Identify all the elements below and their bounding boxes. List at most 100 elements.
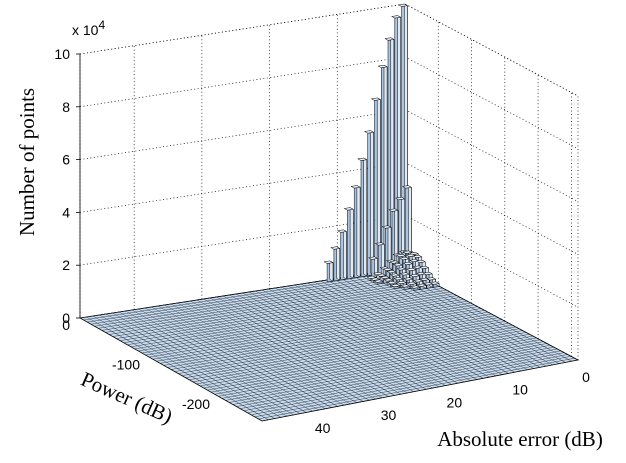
floor-grid-line bbox=[203, 330, 523, 389]
peak-bar bbox=[336, 229, 348, 281]
tick-labels: 0 2 4 6 8 10 0 -100 -200 0 10 20 30 40 bbox=[54, 46, 590, 436]
bar-top bbox=[422, 282, 434, 286]
floor-grid-line bbox=[90, 273, 416, 325]
bar-top bbox=[412, 254, 423, 258]
floor-grid-line bbox=[112, 284, 437, 337]
x-axis-label: Absolute error (dB) bbox=[437, 427, 603, 451]
floor-grid-line bbox=[214, 335, 534, 395]
bar-top bbox=[388, 208, 399, 212]
bar-top bbox=[386, 270, 397, 274]
floor-grid-line bbox=[127, 291, 451, 345]
floor-grid-line bbox=[236, 346, 554, 407]
peak-bar bbox=[330, 246, 341, 282]
z-tick-label: 8 bbox=[62, 99, 70, 115]
z-tick-label: 6 bbox=[62, 152, 70, 168]
bar-top bbox=[386, 281, 398, 285]
bar-face bbox=[343, 229, 347, 280]
floor-grid-line bbox=[160, 308, 482, 364]
bar-top bbox=[419, 265, 430, 269]
bar-top bbox=[429, 281, 440, 285]
bar-top bbox=[390, 283, 401, 288]
bar-top bbox=[389, 260, 400, 264]
y-tick-label: -200 bbox=[182, 396, 210, 412]
bar-top bbox=[406, 267, 417, 272]
bar-top bbox=[397, 3, 409, 7]
low-bar bbox=[373, 279, 384, 285]
floor-grid-line bbox=[83, 269, 409, 321]
floor-grid-line bbox=[185, 321, 506, 378]
bar-top bbox=[381, 225, 392, 229]
x-tick-label: 40 bbox=[315, 420, 331, 436]
bar-top bbox=[376, 273, 387, 277]
floor-grid-line bbox=[229, 343, 547, 403]
floor-grid-line bbox=[109, 282, 433, 335]
floor-grid-line bbox=[207, 332, 527, 391]
bar-face bbox=[363, 157, 368, 277]
z-grid-line bbox=[79, 56, 579, 150]
bar-top bbox=[363, 130, 375, 134]
floor-grid-line bbox=[149, 302, 471, 358]
floor-grid-line bbox=[94, 275, 419, 327]
bar-top bbox=[343, 207, 355, 211]
floor-grid-line bbox=[120, 288, 444, 341]
floor-grid-line bbox=[189, 323, 509, 380]
bar-top bbox=[415, 259, 427, 263]
bar-top bbox=[399, 256, 410, 261]
floor-grid-line bbox=[138, 297, 461, 352]
floor-grid-line bbox=[218, 337, 537, 397]
bar-top bbox=[409, 273, 420, 278]
floor-grid-line bbox=[178, 317, 499, 374]
bar-top bbox=[392, 263, 404, 267]
bar-top bbox=[406, 281, 417, 285]
bar-top bbox=[357, 157, 368, 161]
y-tick-label: -100 bbox=[112, 357, 140, 373]
floor-grid-line bbox=[211, 334, 530, 393]
floor-grid-line bbox=[167, 311, 489, 368]
bar-top bbox=[377, 64, 388, 68]
floor-grid-line bbox=[101, 278, 426, 331]
floor-grid-line bbox=[258, 357, 575, 420]
bar-face bbox=[336, 246, 341, 281]
peak-bar bbox=[350, 185, 361, 279]
peak-bar bbox=[363, 130, 375, 276]
bar-top bbox=[401, 185, 413, 189]
y-tick-label: 0 bbox=[62, 317, 70, 333]
bar-top bbox=[390, 15, 402, 19]
x-tick-label: 0 bbox=[582, 369, 590, 385]
bar-top bbox=[382, 267, 394, 271]
bar-top bbox=[395, 253, 407, 258]
bar-top bbox=[369, 277, 381, 281]
floor-grid-line bbox=[98, 277, 423, 329]
z-tick-label: 0 bbox=[62, 310, 70, 326]
floor-grid-line bbox=[134, 295, 457, 350]
bar-top bbox=[393, 277, 404, 281]
floor-grid-line bbox=[181, 319, 502, 376]
floor-grid-line bbox=[141, 299, 464, 354]
bar-face bbox=[349, 207, 354, 279]
x-tick-label: 20 bbox=[447, 394, 463, 410]
bar-top bbox=[374, 242, 386, 246]
z-tick-label: 4 bbox=[62, 204, 70, 220]
bar-face bbox=[356, 185, 361, 278]
z-grid-line bbox=[79, 214, 579, 308]
z-grid-line bbox=[79, 162, 579, 255]
floor-grid-line bbox=[243, 350, 561, 411]
floor-grid-line bbox=[87, 271, 412, 323]
peak-bars bbox=[323, 3, 440, 291]
floor-grid-line bbox=[247, 352, 565, 413]
peak-bar bbox=[343, 207, 355, 280]
bar-top bbox=[396, 280, 408, 285]
bar-top bbox=[370, 97, 382, 101]
floor-grid-line bbox=[105, 280, 430, 333]
low-bar bbox=[390, 283, 401, 290]
z-exponent-label: x 104 bbox=[72, 18, 105, 38]
floor-grid-line bbox=[156, 306, 478, 362]
floor-grid-line bbox=[232, 345, 551, 405]
bar-top bbox=[336, 229, 348, 233]
floor-grid-line bbox=[192, 324, 513, 383]
floor-grid-line bbox=[251, 354, 568, 415]
bar-top bbox=[403, 277, 414, 281]
bar-top bbox=[379, 275, 391, 279]
bar-face bbox=[329, 260, 334, 282]
floor-grid-line bbox=[261, 359, 579, 422]
